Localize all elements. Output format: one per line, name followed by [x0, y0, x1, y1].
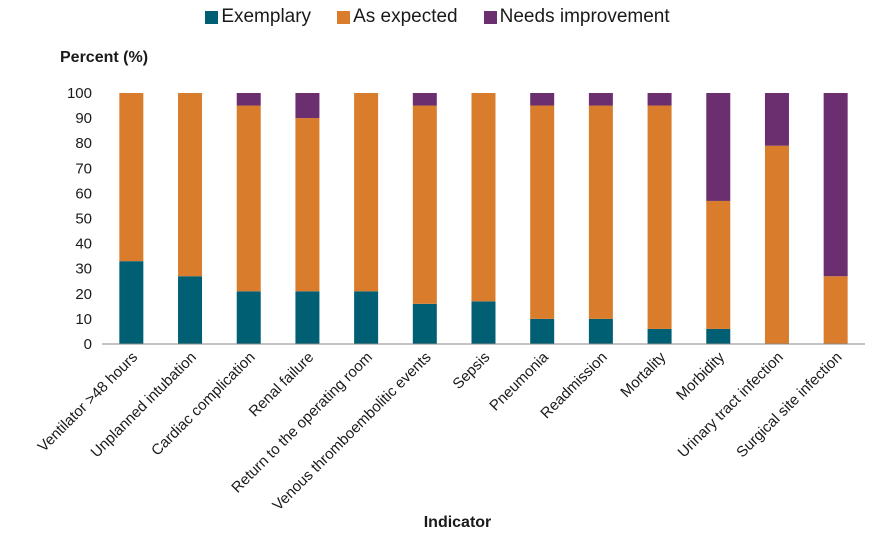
x-tick-label: Cardiac complication	[148, 349, 258, 459]
legend-label-as-expected: As expected	[353, 6, 458, 27]
bar-segment-as-expected	[471, 93, 496, 302]
x-tick-label: Morbidity	[673, 348, 728, 403]
y-tick-label: 100	[67, 85, 92, 102]
x-tick-label: Surgical site infection	[733, 349, 845, 461]
y-tick-label: 30	[75, 261, 92, 278]
bar-segment-needs-improvement	[764, 93, 789, 146]
legend-label-needs-improvement: Needs improvement	[499, 6, 670, 27]
legend-swatch-as-expected	[337, 10, 351, 24]
y-tick-label: 10	[75, 311, 92, 328]
bar-segment-needs-improvement	[236, 93, 261, 106]
legend-item-as-expected: As expected	[337, 6, 458, 28]
bar-segment-as-expected	[354, 93, 379, 292]
legend-swatch-needs-improvement	[483, 10, 497, 24]
bar-segment-exemplary	[178, 276, 203, 344]
x-tick-label: Urinary tract infection	[675, 349, 787, 461]
bar-segment-exemplary	[295, 291, 320, 344]
y-tick-label: 20	[75, 286, 92, 303]
bar-segment-needs-improvement	[412, 93, 437, 106]
bar-segment-exemplary	[530, 318, 555, 344]
bar-segment-needs-improvement	[295, 93, 320, 119]
y-tick-label: 40	[75, 236, 92, 253]
bar-segment-exemplary	[236, 291, 261, 344]
legend-item-exemplary: Exemplary	[205, 6, 311, 28]
x-axis-title: Indicator	[423, 514, 492, 531]
y-tick-label: 60	[75, 185, 92, 202]
legend-item-needs-improvement: Needs improvement	[483, 6, 670, 28]
y-tick-label: 70	[75, 160, 92, 177]
bar-segment-exemplary	[588, 318, 613, 344]
x-tick-label: Sepsis	[449, 349, 493, 393]
bar-segment-exemplary	[412, 303, 437, 344]
x-tick-label: Unplanned intubation	[88, 349, 200, 461]
bar-segment-exemplary	[119, 261, 144, 344]
bar-segment-needs-improvement	[530, 93, 555, 106]
bar-segment-as-expected	[588, 105, 613, 319]
bar-segment-as-expected	[823, 276, 848, 344]
chart-legend: Exemplary As expected Needs improvement	[0, 6, 875, 28]
bar-segment-needs-improvement	[823, 93, 848, 277]
bar-segment-exemplary	[471, 301, 496, 344]
bar-segment-as-expected	[530, 105, 555, 319]
bar-segment-as-expected	[764, 145, 789, 344]
bar-segment-needs-improvement	[588, 93, 613, 106]
bar-segment-exemplary	[647, 328, 672, 344]
y-tick-label: 50	[75, 211, 92, 228]
bar-segment-as-expected	[119, 93, 144, 262]
bar-segment-exemplary	[354, 291, 379, 344]
legend-label-exemplary: Exemplary	[221, 6, 312, 27]
bar-segment-as-expected	[295, 118, 320, 292]
y-tick-label: 80	[75, 135, 92, 152]
bar-segment-exemplary	[706, 328, 731, 344]
bar-segment-as-expected	[236, 105, 261, 292]
bar-segment-as-expected	[706, 200, 731, 329]
bar-segment-as-expected	[647, 105, 672, 329]
y-tick-label: 90	[75, 110, 92, 127]
bar-segment-needs-improvement	[647, 93, 672, 106]
x-tick-label: Ventilator >48 hours	[35, 349, 142, 456]
legend-swatch-exemplary	[205, 10, 219, 24]
y-tick-label: 0	[84, 336, 92, 353]
x-tick-label: Mortality	[617, 348, 669, 400]
y-axis-title: Percent (%)	[60, 49, 149, 66]
bar-segment-needs-improvement	[706, 93, 731, 201]
bar-segment-as-expected	[412, 105, 437, 304]
bar-segment-as-expected	[178, 93, 203, 277]
